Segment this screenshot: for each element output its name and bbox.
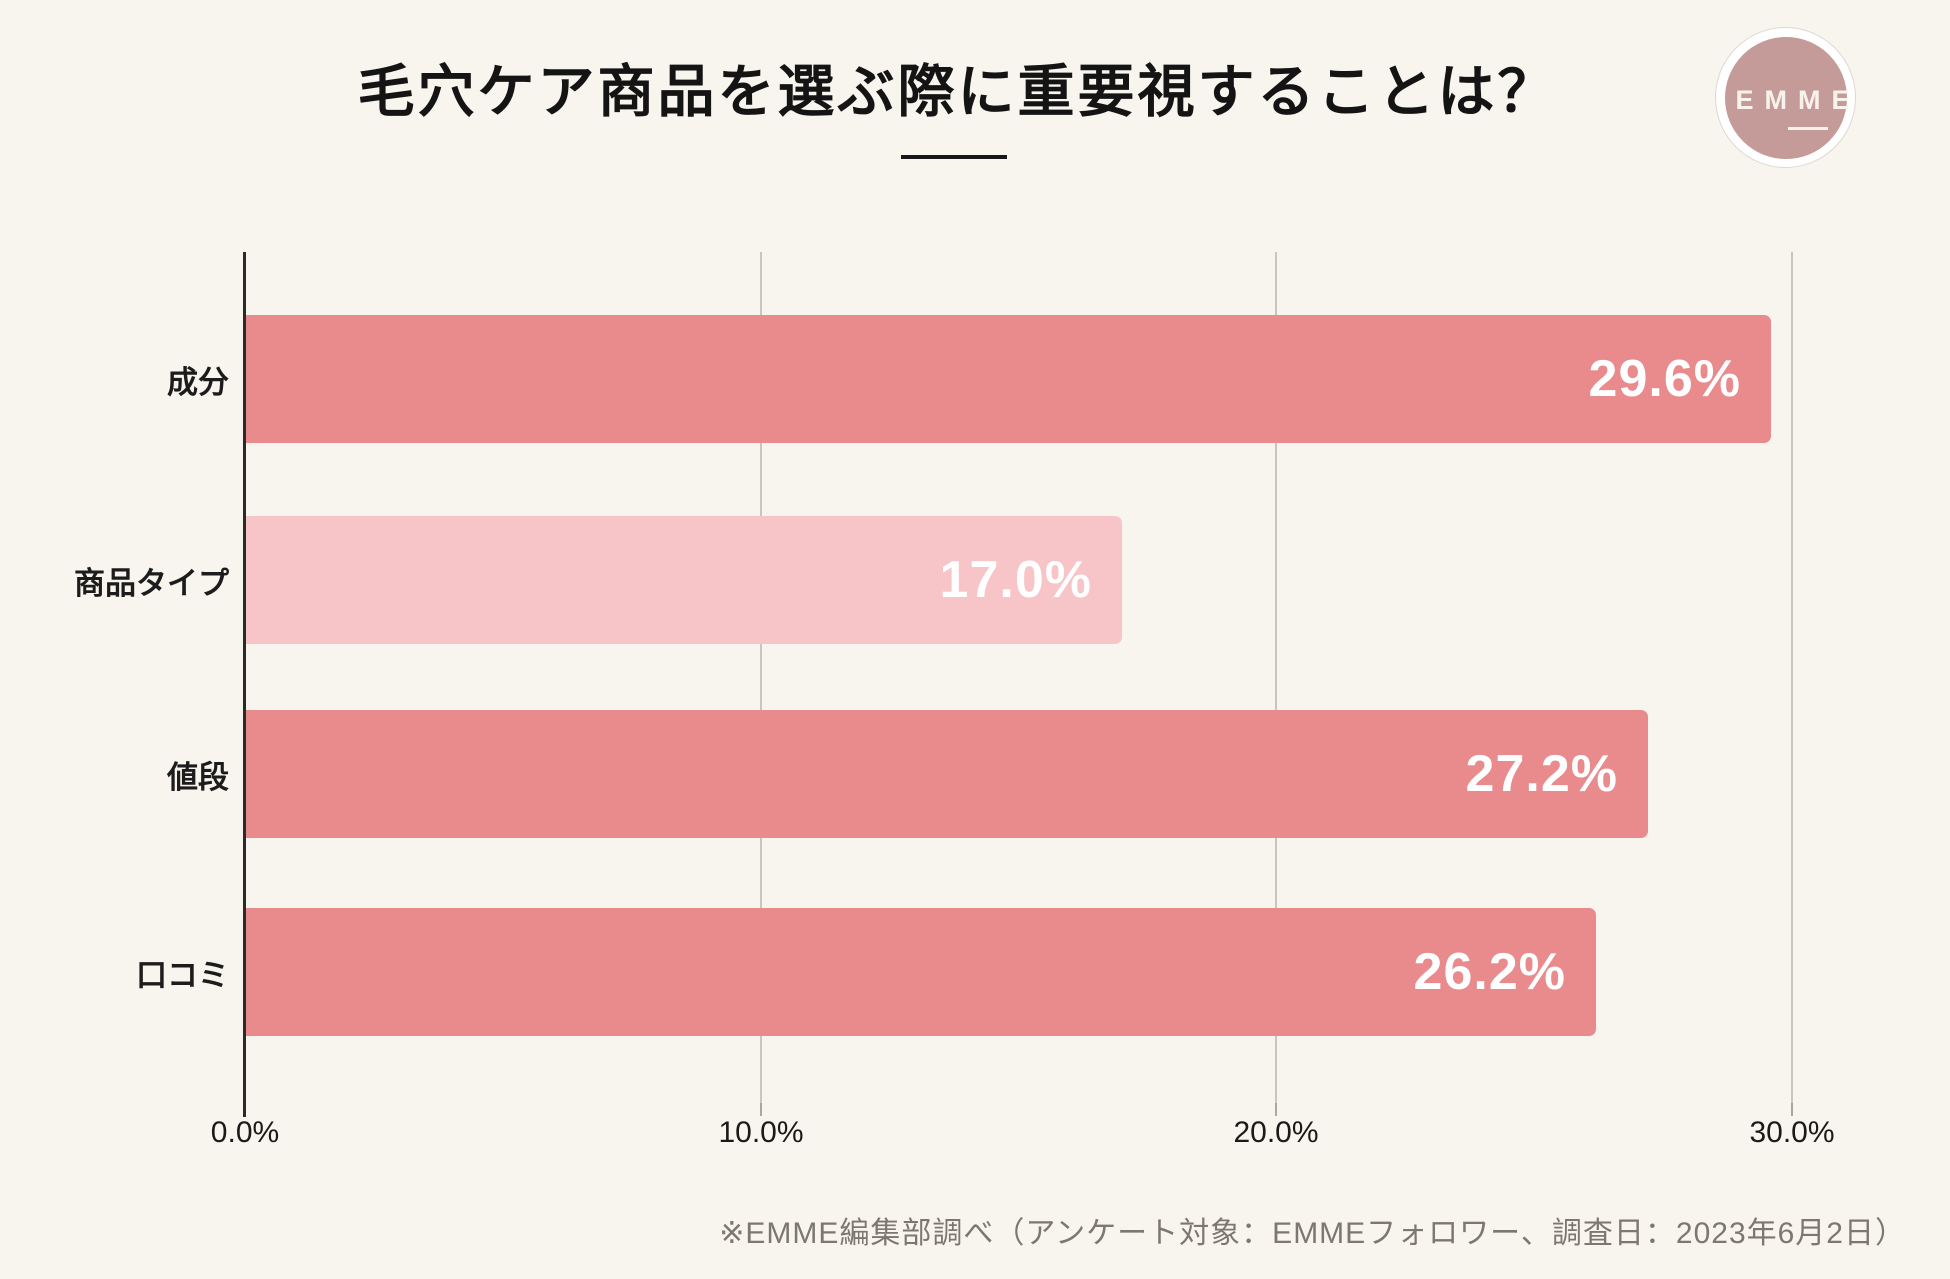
x-tick-label: 0.0% — [210, 1116, 280, 1149]
gridline — [1791, 252, 1793, 1103]
bar: 17.0% — [245, 516, 1122, 644]
x-axis-tick — [760, 1103, 762, 1116]
category-label: 成分 — [167, 364, 229, 400]
chart-row: 成分 29.6% — [167, 315, 1890, 443]
x-tick-label: 30.0% — [1749, 1116, 1835, 1149]
footer-note: ※EMME編集部調べ（アンケート対象：EMMEフォロワー、調査日：2023年6月… — [719, 1217, 1906, 1250]
x-tick-label: 20.0% — [1233, 1116, 1319, 1149]
category-label: 値段 — [167, 759, 229, 795]
page-title: 毛穴ケア商品を選ぶ際に重要視することは？ — [357, 60, 1558, 124]
bar: 27.2% — [245, 710, 1648, 838]
bar: 29.6% — [245, 315, 1771, 443]
category-label: 口コミ — [136, 957, 229, 993]
bar: 26.2% — [245, 908, 1596, 1036]
chart-row: 値段 27.2% — [167, 710, 1890, 838]
gridline — [760, 252, 762, 1103]
bar-value-label: 26.2% — [1413, 943, 1566, 1001]
title-underline — [901, 155, 1007, 159]
x-tick-label: 10.0% — [718, 1116, 804, 1149]
gridline — [1275, 252, 1277, 1103]
bar-value-label: 29.6% — [1588, 350, 1741, 408]
bar-chart: 成分 29.6% 商品タイプ 17.0% 値段 27.2% 口コミ 26.2% … — [74, 252, 1890, 1149]
emme-logo-text: EMME — [1735, 84, 1861, 115]
bar-value-label: 27.2% — [1465, 745, 1618, 803]
x-axis-tick — [1275, 1103, 1277, 1116]
emme-logo-circle: EMME — [1724, 36, 1861, 159]
emme-logo-underline — [1787, 126, 1828, 130]
bar-value-label: 17.0% — [939, 551, 1092, 609]
y-axis-line — [243, 252, 246, 1117]
x-axis-tick — [1791, 1103, 1793, 1116]
chart-row: 商品タイプ 17.0% — [74, 516, 1890, 644]
category-label: 商品タイプ — [74, 565, 229, 601]
chart-row: 口コミ 26.2% — [136, 908, 1890, 1036]
emme-logo: EMME — [1715, 27, 1856, 168]
